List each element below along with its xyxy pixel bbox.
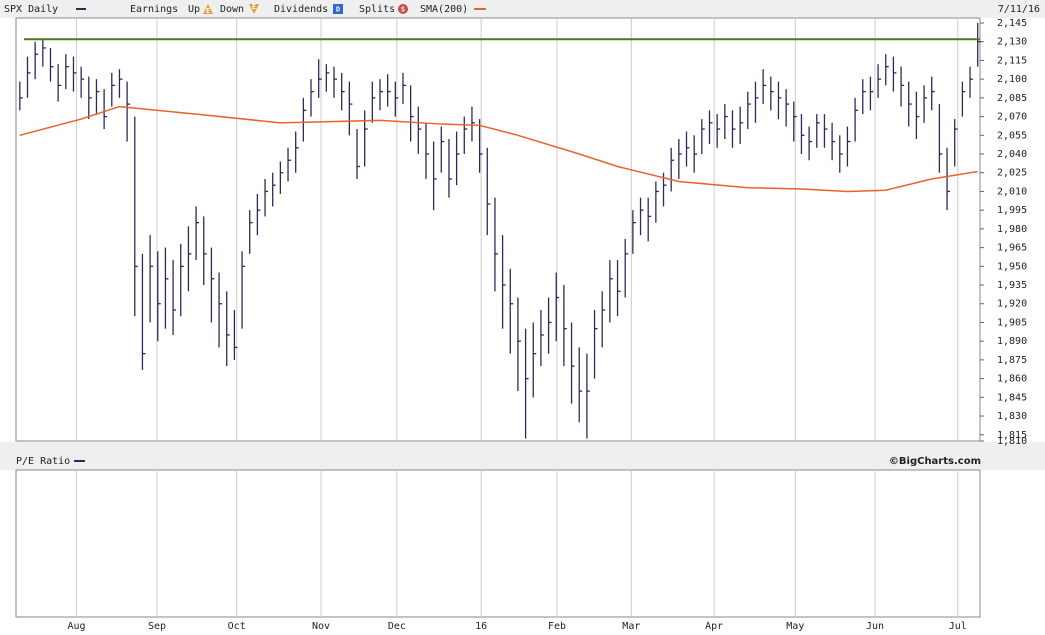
y-tick-label: 2,085 xyxy=(997,93,1027,104)
x-tick-label: 16 xyxy=(475,621,487,632)
y-tick-label: 1,860 xyxy=(997,374,1027,385)
y-tick-label: 1,845 xyxy=(997,392,1027,403)
x-tick-label: Oct xyxy=(228,621,246,632)
x-tick-label: Apr xyxy=(705,621,723,632)
legend-down: Down xyxy=(220,4,244,15)
lower-panel-frame xyxy=(15,469,981,618)
y-tick-label: 1,875 xyxy=(997,355,1027,366)
y-tick-label: 1,965 xyxy=(997,243,1027,254)
y-tick-label: 2,145 xyxy=(997,18,1027,29)
legend-dividends: Dividends xyxy=(274,4,328,15)
y-tick-label: 1,920 xyxy=(997,299,1027,310)
x-tick-label: Sep xyxy=(148,621,166,632)
dividends-icon-letter: D xyxy=(336,6,340,14)
y-tick-label: 1,935 xyxy=(997,280,1027,291)
splits-icon xyxy=(398,4,408,14)
y-tick-label: 2,040 xyxy=(997,149,1027,160)
x-tick-label: Mar xyxy=(622,621,640,632)
lower-panel-title: P/E Ratio xyxy=(16,456,70,467)
legend-sma: SMA(200) xyxy=(420,4,468,15)
x-tick-label: Nov xyxy=(312,621,330,632)
y-tick-label: 1,830 xyxy=(997,411,1027,422)
chart-title: SPX Daily xyxy=(4,4,58,15)
dividends-icon xyxy=(333,4,343,14)
y-tick-label: 1,980 xyxy=(997,224,1027,235)
y-tick-label: 1,905 xyxy=(997,317,1027,328)
y-tick-label: 1,995 xyxy=(997,205,1027,216)
x-tick-label: Aug xyxy=(68,621,86,632)
x-tick-label: Feb xyxy=(548,621,566,632)
down-icon-letter: E xyxy=(252,3,256,11)
y-tick-label: 1,950 xyxy=(997,261,1027,272)
down-icon xyxy=(249,4,259,14)
y-tick-label: 1,890 xyxy=(997,336,1027,347)
y-tick-label: 1,815 xyxy=(997,430,1027,441)
y-tick-label: 2,115 xyxy=(997,55,1027,66)
x-tick-label: Jun xyxy=(866,621,884,632)
credit: ©BigCharts.com xyxy=(889,456,981,467)
chart-date: 7/11/16 xyxy=(998,4,1040,15)
y-tick-label: 2,025 xyxy=(997,168,1027,179)
header-strip xyxy=(0,0,1045,18)
legend-earnings: Earnings xyxy=(130,4,178,15)
y-tick-label: 2,070 xyxy=(997,112,1027,123)
y-tick-label: 2,010 xyxy=(997,186,1027,197)
up-icon-letter: E xyxy=(206,7,210,15)
sma-line xyxy=(19,105,978,193)
top-panel-frame xyxy=(15,17,981,442)
y-tick-label: 2,130 xyxy=(997,37,1027,48)
y-tick-label: 1,810 xyxy=(997,436,1027,447)
y-tick-label: 2,100 xyxy=(997,74,1027,85)
x-tick-label: Jul xyxy=(949,621,967,632)
x-tick-label: May xyxy=(786,621,804,632)
legend-up: Up xyxy=(188,4,200,15)
middle-strip xyxy=(0,442,1045,470)
legend-splits: Splits xyxy=(359,4,395,15)
x-tick-label: Dec xyxy=(388,621,406,632)
splits-icon-letter: S xyxy=(401,6,405,14)
up-icon xyxy=(203,4,213,14)
y-tick-label: 2,055 xyxy=(997,130,1027,141)
